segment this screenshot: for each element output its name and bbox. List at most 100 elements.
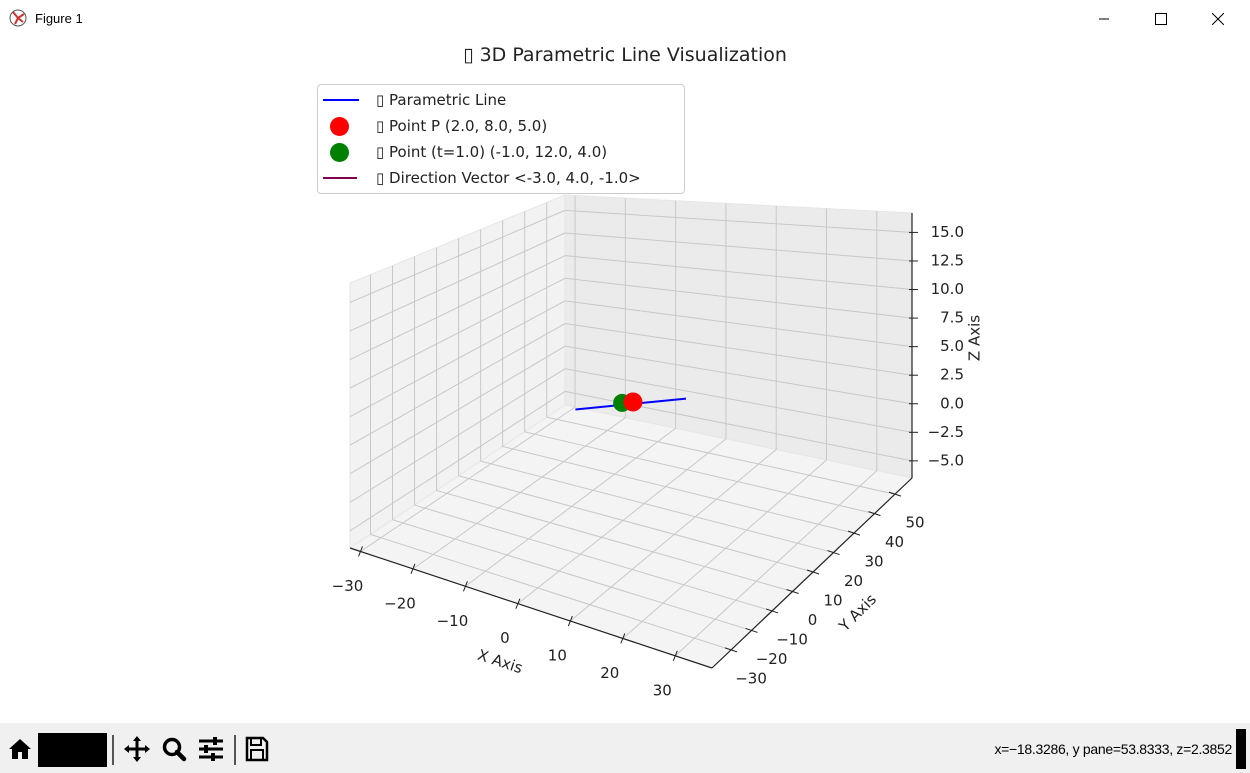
- legend-red-dot: [330, 117, 349, 136]
- x-tick-mark: [567, 615, 573, 627]
- y-tick-label: 10: [823, 592, 842, 610]
- y-tick-label: −30: [735, 669, 767, 687]
- y-tick-label: 0: [808, 611, 818, 629]
- x-gridline: [360, 406, 576, 552]
- z-gridline: [349, 345, 566, 475]
- pan-icon: [124, 736, 150, 762]
- y-tick-mark: [847, 530, 861, 536]
- x-axis-line: [349, 547, 713, 669]
- z-tick-label: 0.0: [940, 394, 964, 412]
- legend-green-dot: [330, 143, 349, 162]
- z-tick-label: 10.0: [931, 280, 964, 298]
- z-gridline: [349, 368, 566, 503]
- point-p-marker: [623, 392, 643, 412]
- x-tick-mark: [410, 563, 416, 575]
- back-forward-buttons[interactable]: [38, 733, 107, 767]
- z-tick-label: 15.0: [931, 223, 964, 241]
- save-icon: [245, 736, 269, 762]
- x-gridline: [517, 438, 727, 605]
- z-gridline: [564, 368, 913, 433]
- y-tick-mark: [868, 511, 881, 517]
- home-button[interactable]: [6, 735, 34, 763]
- save-button[interactable]: [243, 735, 271, 763]
- home-icon: [9, 739, 31, 759]
- y-tick-mark: [765, 608, 779, 614]
- close-button[interactable]: [1195, 0, 1241, 38]
- legend-item-line: ▯ Parametric Line: [318, 88, 506, 112]
- x-gridline: [674, 470, 878, 657]
- chart-title: ▯ 3D Parametric Line Visualization: [463, 44, 787, 66]
- x-tick-mark: [358, 546, 363, 557]
- configure-icon: [199, 737, 223, 761]
- y-tick-mark: [745, 627, 758, 633]
- y-gridline: [436, 489, 793, 592]
- z-tick-label: −2.5: [928, 423, 964, 441]
- title-bar: Figure 1: [0, 0, 1250, 38]
- y-tick-mark: [888, 491, 902, 497]
- legend-item-point-t: ▯ Point (t=1.0) (-1.0, 12.0, 4.0): [318, 140, 607, 164]
- y-tick-label: 30: [864, 553, 883, 571]
- z-gridline: [349, 323, 566, 446]
- y-gridline: [546, 416, 896, 495]
- z-gridline: [349, 255, 566, 360]
- z-gridline: [564, 345, 913, 405]
- legend-label: ▯ Parametric Line: [376, 91, 507, 109]
- z-axis-label: Z Axis: [966, 315, 984, 361]
- x-gridline: [570, 449, 777, 622]
- x-tick-label: −20: [384, 594, 416, 612]
- y-gridline: [458, 475, 814, 573]
- pan-button[interactable]: [122, 735, 152, 763]
- z-gridline: [349, 232, 566, 332]
- 3d-axes[interactable]: −30−20−100102030−30−20−1001020304050−5.0…: [0, 38, 1250, 723]
- x-axis-label: X Axis: [475, 646, 525, 677]
- x-gridline: [465, 427, 676, 587]
- y-tick-label: −10: [776, 630, 808, 648]
- resize-grip[interactable]: [1236, 729, 1246, 769]
- zoom-button[interactable]: [160, 735, 188, 763]
- y-gridline: [392, 519, 752, 631]
- z-gridline: [349, 277, 566, 389]
- z-gridline: [349, 391, 566, 532]
- maximize-icon: [1155, 13, 1167, 25]
- y-gridline: [414, 504, 773, 612]
- legend-item-direction: ▯ Direction Vector <-3.0, 4.0, -1.0>: [318, 166, 641, 190]
- legend-line-swatch: [323, 99, 359, 101]
- x-tick-label: 20: [600, 664, 619, 682]
- z-tick-label: 5.0: [940, 337, 964, 355]
- x-tick-label: 10: [548, 647, 567, 665]
- z-gridline: [349, 209, 566, 303]
- z-gridline: [564, 300, 913, 348]
- minimize-button[interactable]: [1081, 0, 1127, 38]
- y-axis-line: [711, 477, 913, 669]
- x-tick-label: 30: [653, 681, 672, 699]
- y-tick-mark: [786, 589, 799, 594]
- maximize-button[interactable]: [1138, 0, 1184, 38]
- close-icon: [1212, 13, 1224, 25]
- z-gridline: [564, 255, 913, 291]
- legend-direction-swatch: [323, 177, 357, 179]
- legend-label: ▯ Direction Vector <-3.0, 4.0, -1.0>: [376, 169, 641, 187]
- x-tick-mark: [515, 598, 521, 609]
- toolbar-separator: [112, 735, 114, 765]
- window-title: Figure 1: [35, 11, 83, 26]
- toolbar-separator: [234, 735, 236, 765]
- y-gridline: [480, 460, 834, 554]
- x-tick-mark: [462, 581, 468, 592]
- y-tick-mark: [806, 569, 820, 575]
- x-gridline: [622, 459, 827, 639]
- y-gridline: [524, 431, 875, 515]
- configure-subplots-button[interactable]: [196, 735, 226, 763]
- figure-canvas[interactable]: −30 −20 −10 0 10 20 30 −30 −20 −10 0 10 20 30 40 50 −5.0…: [0, 38, 1250, 723]
- y-tick-label: −20: [756, 650, 788, 668]
- y-tick-label: 50: [905, 514, 924, 532]
- z-tick-label: −5.0: [928, 451, 964, 469]
- y-tick-mark: [724, 647, 738, 653]
- x-tick-mark: [620, 633, 626, 644]
- matplotlib-app-icon: [9, 9, 27, 27]
- x-tick-label: −10: [437, 612, 469, 630]
- z-gridline: [349, 300, 566, 418]
- legend: ▯ Parametric Line ▯ Point P (2.0, 8.0, 5…: [317, 84, 685, 194]
- z-tick-label: 7.5: [940, 309, 964, 327]
- y-tick-label: 40: [885, 533, 904, 551]
- z-tick-label: 12.5: [931, 251, 964, 269]
